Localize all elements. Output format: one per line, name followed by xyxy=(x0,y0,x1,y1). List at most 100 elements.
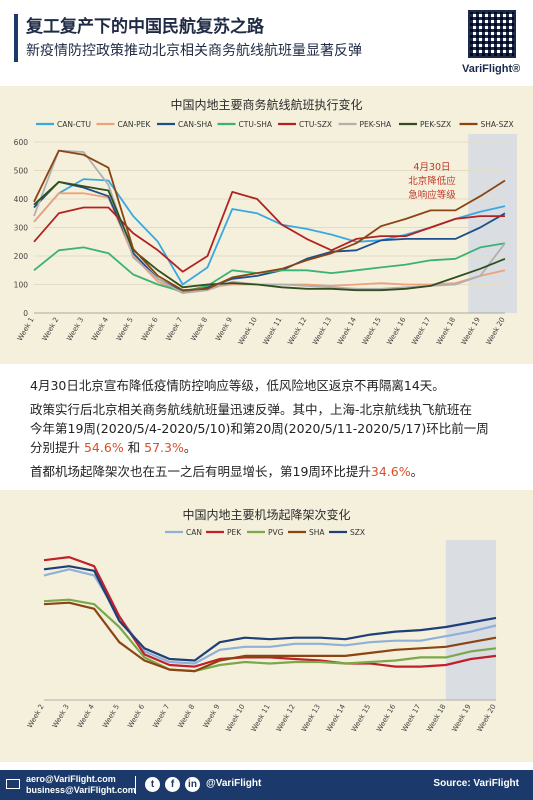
legend-label: CTU-SHA xyxy=(239,120,273,129)
series-line-szx xyxy=(43,565,497,662)
x-tick-label: Week 2 xyxy=(26,703,46,729)
paragraph-rebound: 政策实行后北京相关商务航线航班量迅速反弹。其中，上海-北京航线执飞航班在 今年第… xyxy=(30,400,510,457)
y-tick-label: 600 xyxy=(14,138,29,147)
chart-title-routes: 中国内地主要商务航线航班执行变化 xyxy=(170,98,363,112)
facebook-icon[interactable]: f xyxy=(165,777,180,792)
legend-label: CTU-SZX xyxy=(299,120,332,129)
airport-post: 。 xyxy=(410,464,424,479)
x-tick-label: Week 17 xyxy=(400,703,422,733)
y-tick-label: 300 xyxy=(14,224,29,233)
chart-panel-routes: 中国内地主要商务航线航班执行变化 0 100 200 300 400 500 600 Week… xyxy=(0,86,533,364)
footer-divider xyxy=(135,776,136,794)
rebound-value-1: 54.6% xyxy=(83,440,124,455)
x-tick-label: Week 4 xyxy=(90,316,110,343)
paragraph-policy: 4月30日北京宣布降低疫情防控响应等级，低风险地区返京不再隔离14天。 xyxy=(30,378,445,393)
annotation-text: 北京降低应 xyxy=(408,175,456,187)
series-line-can-sha xyxy=(33,181,506,293)
series-line-pek-szx xyxy=(33,181,506,292)
mail-icon xyxy=(6,779,20,789)
footer: aero@VariFlight.com business@VariFlight.… xyxy=(0,770,533,800)
legend-label: SHA xyxy=(309,528,325,537)
legend-label: CAN-PEK xyxy=(118,120,152,129)
x-tick-label: Week 18 xyxy=(425,703,447,733)
page-title: 复工复产下的中国民航复苏之路 xyxy=(26,17,264,37)
rebound-post: 。 xyxy=(183,440,197,455)
x-tick-label: Week 14 xyxy=(325,703,347,734)
rebound-pre: 分别提升 xyxy=(30,440,84,455)
x-tick-label: Week 14 xyxy=(336,316,358,347)
x-tick-label: Week 5 xyxy=(115,316,135,342)
x-tick-label: Week 3 xyxy=(51,703,71,729)
series-line-pvg xyxy=(43,598,497,673)
paragraph-rebound-line1: 政策实行后北京相关商务航线航班量迅速反弹。其中，上海-北京航线执飞航班在 xyxy=(30,402,473,417)
x-tick-label: Week 9 xyxy=(214,316,234,342)
y-tick-label: 500 xyxy=(14,167,29,176)
highlight-band xyxy=(468,134,517,313)
legend-label: PEK-SHA xyxy=(360,120,392,129)
x-tick-label: Week 11 xyxy=(250,703,272,733)
x-tick-label: Week 4 xyxy=(76,703,96,730)
rebound-value-2: 57.3% xyxy=(144,440,184,455)
x-tick-label: Week 18 xyxy=(435,316,457,346)
brand-logo: VariFlight® xyxy=(462,63,521,75)
x-tick-label: Week 16 xyxy=(385,316,407,347)
chart-title-airports: 中国内地主要机场起降架次变化 xyxy=(182,508,351,522)
airport-value: 34.6% xyxy=(370,464,411,479)
x-tick-label: Week 20 xyxy=(476,703,498,733)
airports-line-chart: Week 2 Week 3 Week 4 Week 5 Week 6 Week 7 Week… xyxy=(26,528,498,734)
page-subtitle: 新疫情防控政策推动北京相关商务航线航班量显著反弹 xyxy=(26,43,362,59)
paragraph-rebound-line2: 今年第19周(2020/5/4-2020/5/10)和第20周(2020/5/1… xyxy=(30,421,489,436)
x-tick-label: Week 15 xyxy=(361,316,383,346)
x-tick-label: Week 19 xyxy=(460,316,482,346)
series-line-ctu-szx xyxy=(33,191,505,273)
qr-code-icon xyxy=(468,10,516,58)
x-tick-label: Week 1 xyxy=(16,316,36,342)
series-line-sha-szx xyxy=(33,149,506,292)
y-tick-label: 0 xyxy=(23,309,28,318)
x-tick-label: Week 6 xyxy=(126,703,146,730)
x-tick-label: Week 8 xyxy=(177,703,197,729)
rebound-mid: 和 xyxy=(123,440,145,455)
twitter-icon[interactable]: t xyxy=(145,777,160,792)
y-tick-label: 200 xyxy=(14,252,29,261)
x-tick-label: Week 12 xyxy=(286,316,308,346)
x-tick-label: Week 16 xyxy=(375,703,397,734)
footer-emails: aero@VariFlight.com business@VariFlight.… xyxy=(26,774,136,796)
x-tick-label: Week 3 xyxy=(65,316,85,342)
legend-label: CAN-CTU xyxy=(57,120,91,129)
linkedin-icon[interactable]: in xyxy=(185,777,200,792)
accent-bar xyxy=(14,14,18,62)
x-tick-label: Week 9 xyxy=(202,703,222,729)
series-line-pek xyxy=(43,555,497,668)
email-business-link[interactable]: business@VariFlight.com xyxy=(26,785,136,795)
x-tick-label: Week 17 xyxy=(410,316,432,346)
legend-label: CAN xyxy=(186,528,202,537)
email-aero-link[interactable]: aero@VariFlight.com xyxy=(26,774,116,784)
x-tick-label: Week 6 xyxy=(140,316,160,343)
x-tick-label: Week 5 xyxy=(101,703,121,729)
legend-label: SHA-SZX xyxy=(481,120,514,129)
x-tick-label: Week 19 xyxy=(451,703,473,733)
x-tick-label: Week 10 xyxy=(225,703,247,733)
x-tick-label: Week 13 xyxy=(311,316,333,346)
source-note: Source: VariFlight xyxy=(433,778,519,789)
x-tick-label: Week 10 xyxy=(237,316,259,346)
x-tick-label: Week 13 xyxy=(300,703,322,733)
series-line-can xyxy=(43,568,497,665)
series-line-sha xyxy=(43,601,497,673)
airport-pre: 首都机场起降架次也在五一之后有明显增长，第19周环比提升 xyxy=(30,464,371,479)
x-tick-label: Week 15 xyxy=(350,703,372,733)
paragraph-rebound-line3: 分别提升 54.6% 和 57.3%。 xyxy=(30,438,510,457)
paragraph-airport: 首都机场起降架次也在五一之后有明显增长，第19周环比提升34.6%。 xyxy=(30,462,510,481)
y-tick-label: 100 xyxy=(14,281,29,290)
social-handle: @VariFlight xyxy=(206,778,262,789)
legend-label: PEK xyxy=(227,528,242,537)
annotation-text: 4月30日 xyxy=(413,162,450,173)
x-tick-label: Week 12 xyxy=(275,703,297,733)
x-tick-label: Week 8 xyxy=(189,316,209,342)
x-tick-label: Week 7 xyxy=(165,316,185,342)
x-tick-label: Week 20 xyxy=(485,316,507,346)
legend-label: PVG xyxy=(268,528,284,537)
